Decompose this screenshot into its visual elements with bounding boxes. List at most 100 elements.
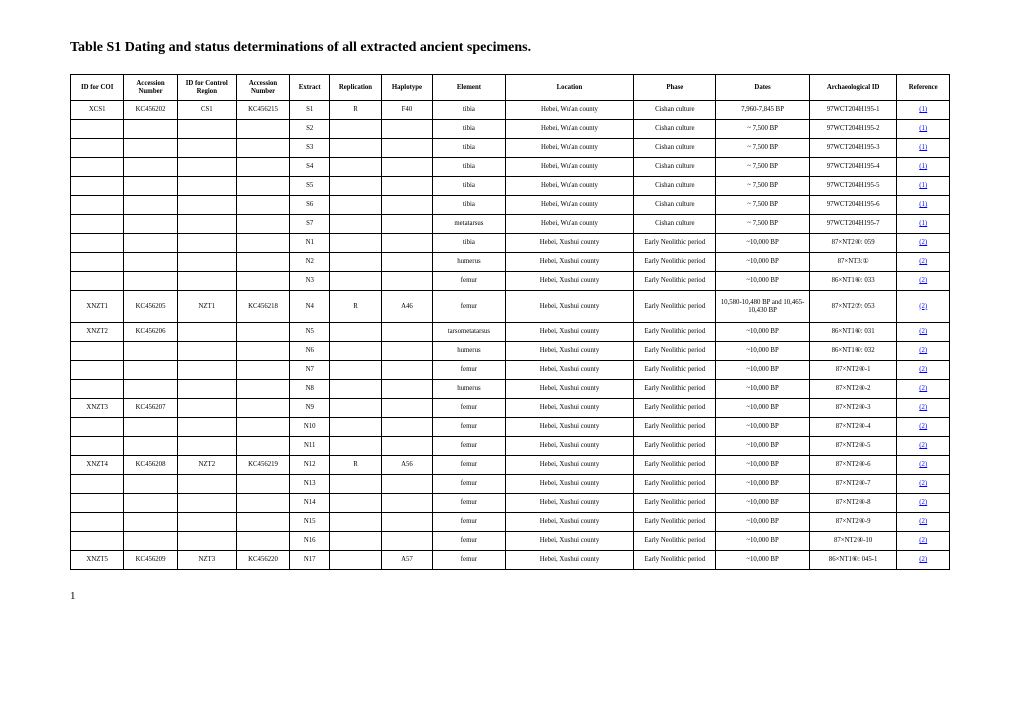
reference-link[interactable]: (2) [919,366,927,373]
table-cell: 87×NT2④-8 [809,494,897,513]
table-cell: tibia [433,120,505,139]
reference-link[interactable]: (2) [919,258,927,265]
table-cell [330,418,381,437]
table-cell [124,361,177,380]
table-cell: femur [433,551,505,570]
table-cell: (2) [897,361,950,380]
reference-link[interactable]: (2) [919,303,927,310]
table-cell: ~10,000 BP [716,342,809,361]
table-cell [381,380,432,399]
table-row: XNZT4KC456208NZT2KC456219N12RA56femurHeb… [71,456,950,475]
reference-link[interactable]: (1) [919,220,927,227]
table-cell: XNZT2 [71,323,124,342]
table-cell [71,215,124,234]
reference-link[interactable]: (1) [919,182,927,189]
table-cell: CS1 [177,101,236,120]
table-cell: metatarsus [433,215,505,234]
table-cell: 97WCT204H195-5 [809,177,897,196]
table-cell [381,418,432,437]
table-cell [124,120,177,139]
reference-link[interactable]: (1) [919,201,927,208]
table-cell [236,361,289,380]
table-cell: KC456218 [236,291,289,323]
table-cell: Early Neolithic period [634,234,716,253]
table-cell: ~ 7,500 BP [716,120,809,139]
table-cell [330,380,381,399]
reference-link[interactable]: (2) [919,556,927,563]
table-cell: femur [433,494,505,513]
table-cell: N17 [290,551,330,570]
table-cell [124,342,177,361]
table-title: Table S1 Dating and status determination… [70,40,950,56]
table-cell [381,475,432,494]
table-cell: A56 [381,456,432,475]
reference-link[interactable]: (2) [919,499,927,506]
reference-link[interactable]: (2) [919,347,927,354]
table-cell: 87×NT2④-7 [809,475,897,494]
table-cell: ~10,000 BP [716,399,809,418]
table-cell: humerus [433,253,505,272]
table-cell [177,513,236,532]
reference-link[interactable]: (2) [919,239,927,246]
table-row: N14femurHebei, Xushui countyEarly Neolit… [71,494,950,513]
reference-link[interactable]: (2) [919,404,927,411]
table-cell [330,551,381,570]
table-cell: (2) [897,475,950,494]
column-header: Reference [897,75,950,101]
table-cell: tibia [433,139,505,158]
reference-link[interactable]: (2) [919,461,927,468]
table-cell [330,215,381,234]
table-cell: 87×NT2④-6 [809,456,897,475]
table-row: S4tibiaHebei, Wu'an countyCishan culture… [71,158,950,177]
reference-link[interactable]: (1) [919,144,927,151]
column-header: Archaeological ID [809,75,897,101]
table-cell [177,234,236,253]
table-cell: femur [433,513,505,532]
reference-link[interactable]: (2) [919,537,927,544]
table-cell: A46 [381,291,432,323]
table-cell: 97WCT204H195-2 [809,120,897,139]
reference-link[interactable]: (2) [919,480,927,487]
table-cell [330,139,381,158]
reference-link[interactable]: (2) [919,328,927,335]
reference-link[interactable]: (2) [919,385,927,392]
reference-link[interactable]: (2) [919,277,927,284]
table-cell: Hebei, Wu'an county [505,158,634,177]
reference-link[interactable]: (1) [919,106,927,113]
table-cell [177,177,236,196]
table-header: ID for COIAccession NumberID for Control… [71,75,950,101]
table-cell: (1) [897,120,950,139]
table-cell: ~10,000 BP [716,272,809,291]
reference-link[interactable]: (2) [919,518,927,525]
table-cell: Hebei, Xushui county [505,532,634,551]
table-cell [177,196,236,215]
table-cell [177,380,236,399]
table-cell: 97WCT204H195-7 [809,215,897,234]
reference-link[interactable]: (2) [919,442,927,449]
table-cell: 87×NT2④-1 [809,361,897,380]
table-cell [236,532,289,551]
reference-link[interactable]: (1) [919,163,927,170]
table-cell: Early Neolithic period [634,532,716,551]
table-cell: Hebei, Xushui county [505,380,634,399]
reference-link[interactable]: (1) [919,125,927,132]
table-cell: Early Neolithic period [634,418,716,437]
table-row: N11femurHebei, Xushui countyEarly Neolit… [71,437,950,456]
table-cell: Cishan culture [634,158,716,177]
table-cell: Early Neolithic period [634,253,716,272]
table-cell: ~10,000 BP [716,437,809,456]
table-cell: S1 [290,101,330,120]
table-cell: femur [433,456,505,475]
table-cell [177,215,236,234]
table-cell: tibia [433,101,505,120]
table-cell: 87×NT2④-10 [809,532,897,551]
reference-link[interactable]: (2) [919,423,927,430]
table-cell: 97WCT204H195-3 [809,139,897,158]
table-cell [381,399,432,418]
column-header: Accession Number [236,75,289,101]
table-cell: (2) [897,234,950,253]
table-row: N16femurHebei, Xushui countyEarly Neolit… [71,532,950,551]
table-row: N2humerusHebei, Xushui countyEarly Neoli… [71,253,950,272]
column-header: Element [433,75,505,101]
table-cell: ~10,000 BP [716,456,809,475]
